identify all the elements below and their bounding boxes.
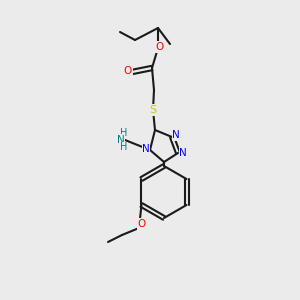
Text: N: N	[179, 148, 187, 158]
Text: O: O	[138, 219, 146, 229]
Text: O: O	[124, 66, 132, 76]
Text: H: H	[120, 128, 128, 138]
Text: O: O	[155, 42, 163, 52]
Text: N: N	[172, 130, 180, 140]
Text: H: H	[120, 142, 128, 152]
Text: N: N	[117, 135, 125, 145]
Text: S: S	[149, 105, 157, 115]
Text: N: N	[142, 144, 150, 154]
